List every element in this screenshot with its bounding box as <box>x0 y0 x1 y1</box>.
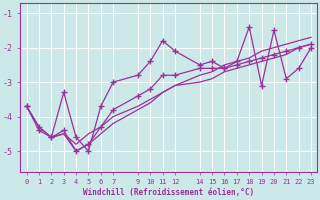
X-axis label: Windchill (Refroidissement éolien,°C): Windchill (Refroidissement éolien,°C) <box>83 188 254 197</box>
